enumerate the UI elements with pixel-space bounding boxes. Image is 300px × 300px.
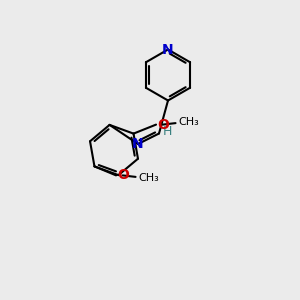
Text: N: N: [162, 43, 174, 56]
Text: H: H: [163, 125, 172, 139]
Text: O: O: [117, 168, 129, 182]
Text: O: O: [157, 118, 169, 132]
Text: N: N: [132, 137, 144, 151]
Text: CH₃: CH₃: [139, 173, 159, 183]
Text: CH₃: CH₃: [178, 117, 199, 127]
